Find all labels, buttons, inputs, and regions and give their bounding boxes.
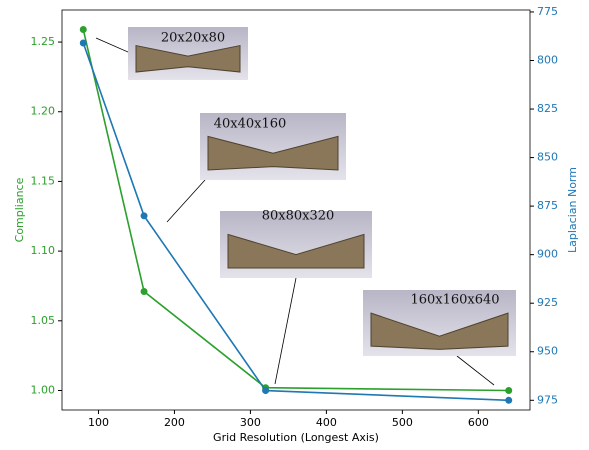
y2-tick-label: 925 bbox=[537, 296, 558, 309]
y-tick-label: 1.25 bbox=[31, 35, 56, 48]
y2-tick-label: 875 bbox=[537, 199, 558, 212]
y2-tick-label: 950 bbox=[537, 345, 558, 358]
y-tick-label: 1.00 bbox=[31, 383, 56, 396]
y-tick-label: 1.15 bbox=[31, 174, 56, 187]
x-tick-label: 500 bbox=[392, 416, 413, 429]
annotation-label: 40x40x160 bbox=[214, 117, 287, 132]
x-tick-label: 600 bbox=[468, 416, 489, 429]
series-point bbox=[262, 387, 269, 394]
y-tick-label: 1.10 bbox=[31, 244, 56, 257]
annotation-label: 80x80x320 bbox=[262, 209, 335, 224]
y2-tick-label: 775 bbox=[537, 5, 558, 18]
chart: 20x20x80 40x40x160 80x80x320 160x160x640 100… bbox=[0, 0, 589, 450]
series-point bbox=[80, 40, 87, 47]
y-axis-label: Compliance bbox=[13, 177, 26, 242]
y2-axis-label: Laplacian Norm bbox=[566, 167, 579, 253]
series-point bbox=[505, 397, 512, 404]
x-tick-label: 300 bbox=[240, 416, 261, 429]
y2-tick-label: 975 bbox=[537, 393, 558, 406]
y-tick-label: 1.05 bbox=[31, 314, 56, 327]
annotation-line bbox=[457, 356, 494, 385]
annotation-line bbox=[96, 38, 128, 52]
series-point bbox=[141, 288, 148, 295]
annotation-label: 160x160x640 bbox=[410, 293, 499, 308]
annotation-line bbox=[275, 278, 296, 384]
series-point bbox=[505, 387, 512, 394]
x-axis-label: Grid Resolution (Longest Axis) bbox=[213, 431, 379, 444]
y2-tick-label: 800 bbox=[537, 53, 558, 66]
y2-tick-label: 850 bbox=[537, 151, 558, 164]
x-tick-label: 100 bbox=[88, 416, 109, 429]
annotation-label: 20x20x80 bbox=[161, 31, 225, 46]
y-tick-label: 1.20 bbox=[31, 105, 56, 118]
x-tick-label: 400 bbox=[316, 416, 337, 429]
y2-tick-label: 900 bbox=[537, 248, 558, 261]
x-tick-label: 200 bbox=[164, 416, 185, 429]
y2-tick-label: 825 bbox=[537, 102, 558, 115]
series-point bbox=[141, 212, 148, 219]
annotation-line bbox=[167, 180, 205, 222]
series-point bbox=[80, 26, 87, 33]
